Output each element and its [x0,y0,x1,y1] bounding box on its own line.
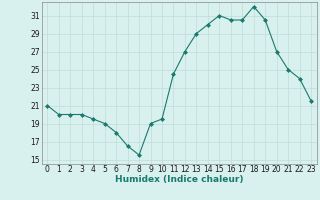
X-axis label: Humidex (Indice chaleur): Humidex (Indice chaleur) [115,175,244,184]
